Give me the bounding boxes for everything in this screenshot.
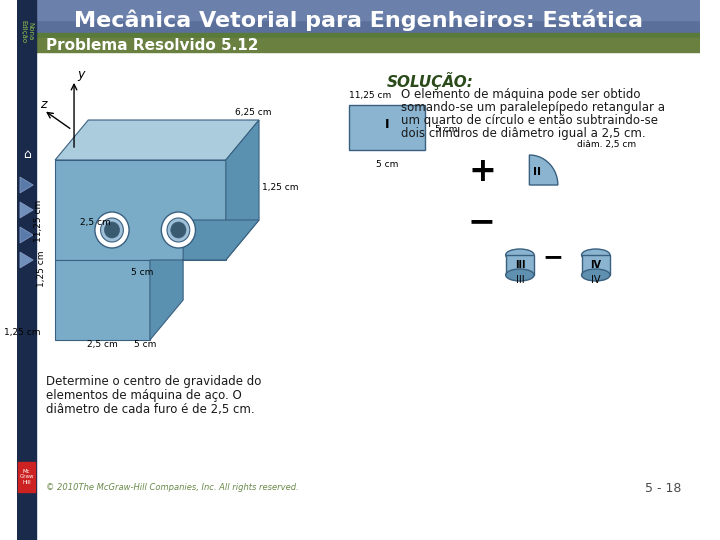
- Polygon shape: [55, 120, 259, 160]
- Text: ⌂: ⌂: [22, 148, 30, 161]
- Bar: [582, 255, 610, 275]
- Text: Mecânica Vetorial para Engenheiros: Estática: Mecânica Vetorial para Engenheiros: Está…: [74, 9, 643, 31]
- Circle shape: [171, 222, 186, 238]
- Text: 11,25 cm: 11,25 cm: [34, 200, 42, 242]
- Ellipse shape: [505, 249, 534, 261]
- Polygon shape: [20, 252, 33, 268]
- Text: 1,25 cm: 1,25 cm: [4, 328, 41, 337]
- Text: 5 cm: 5 cm: [434, 125, 457, 134]
- Text: 5 - 18: 5 - 18: [645, 482, 681, 495]
- Text: © 2010The McGraw-Hill Companies, Inc. All rights reserved.: © 2010The McGraw-Hill Companies, Inc. Al…: [45, 483, 298, 492]
- Bar: [349, 105, 425, 150]
- Text: 5 cm: 5 cm: [376, 160, 398, 169]
- Text: 1,25 cm: 1,25 cm: [262, 183, 298, 192]
- Circle shape: [104, 222, 120, 238]
- Circle shape: [101, 218, 123, 242]
- Text: III: III: [516, 275, 524, 285]
- Polygon shape: [20, 202, 33, 218]
- Text: I: I: [384, 118, 390, 132]
- Circle shape: [167, 218, 190, 242]
- Ellipse shape: [505, 269, 534, 281]
- Text: somando-se um paralelepípedo retangular a: somando-se um paralelepípedo retangular …: [401, 101, 665, 114]
- Ellipse shape: [582, 269, 610, 281]
- Bar: [36, 38, 700, 52]
- Text: Mc
Graw
Hill: Mc Graw Hill: [19, 469, 34, 485]
- Circle shape: [161, 212, 195, 248]
- Text: y: y: [77, 68, 84, 81]
- Polygon shape: [150, 220, 259, 340]
- Text: III: III: [515, 260, 525, 270]
- Text: O elemento de máquina pode ser obtido: O elemento de máquina pode ser obtido: [401, 88, 641, 101]
- Text: 6,25 cm: 6,25 cm: [235, 108, 272, 117]
- Text: IV: IV: [590, 260, 601, 270]
- Text: IV: IV: [591, 275, 600, 285]
- Text: Nona
Edição: Nona Edição: [20, 20, 33, 43]
- Text: −: −: [468, 205, 496, 238]
- Polygon shape: [529, 155, 558, 185]
- Text: II: II: [533, 167, 541, 177]
- Bar: [17, 0, 36, 540]
- Bar: [18, 462, 35, 492]
- Text: 2,5 cm: 2,5 cm: [79, 218, 110, 227]
- Text: Problema Resolvido 5.12: Problema Resolvido 5.12: [45, 37, 258, 52]
- Text: um quarto de círculo e então subtraindo-se: um quarto de círculo e então subtraindo-…: [401, 114, 658, 127]
- Bar: [36, 52, 700, 495]
- Polygon shape: [20, 227, 33, 243]
- Polygon shape: [55, 260, 150, 340]
- Bar: [505, 255, 534, 275]
- Text: +: +: [468, 155, 496, 188]
- Polygon shape: [20, 177, 33, 193]
- Text: 11,25 cm: 11,25 cm: [349, 91, 392, 100]
- Text: 1,25 cm: 1,25 cm: [37, 251, 45, 287]
- Polygon shape: [226, 120, 259, 260]
- Text: Determine o centro de gravidade do: Determine o centro de gravidade do: [45, 375, 261, 388]
- Bar: [17, 0, 700, 20]
- Polygon shape: [55, 160, 226, 260]
- Text: SOLUÇÃO:: SOLUÇÃO:: [387, 72, 474, 90]
- Text: −: −: [543, 245, 564, 269]
- Text: 5 cm: 5 cm: [134, 340, 156, 349]
- Text: diâm. 2,5 cm: diâm. 2,5 cm: [577, 140, 636, 150]
- Text: z: z: [40, 98, 46, 111]
- Text: 2,5 cm: 2,5 cm: [87, 340, 118, 349]
- Text: diâmetro de cada furo é de 2,5 cm.: diâmetro de cada furo é de 2,5 cm.: [45, 403, 254, 416]
- Text: 5 cm: 5 cm: [131, 268, 153, 277]
- Text: elementos de máquina de aço. O: elementos de máquina de aço. O: [45, 389, 241, 402]
- Text: dois cilindros de diâmetro igual a 2,5 cm.: dois cilindros de diâmetro igual a 2,5 c…: [401, 127, 646, 140]
- Bar: [17, 0, 700, 35]
- Bar: [17, 33, 700, 40]
- Ellipse shape: [582, 249, 610, 261]
- Circle shape: [95, 212, 129, 248]
